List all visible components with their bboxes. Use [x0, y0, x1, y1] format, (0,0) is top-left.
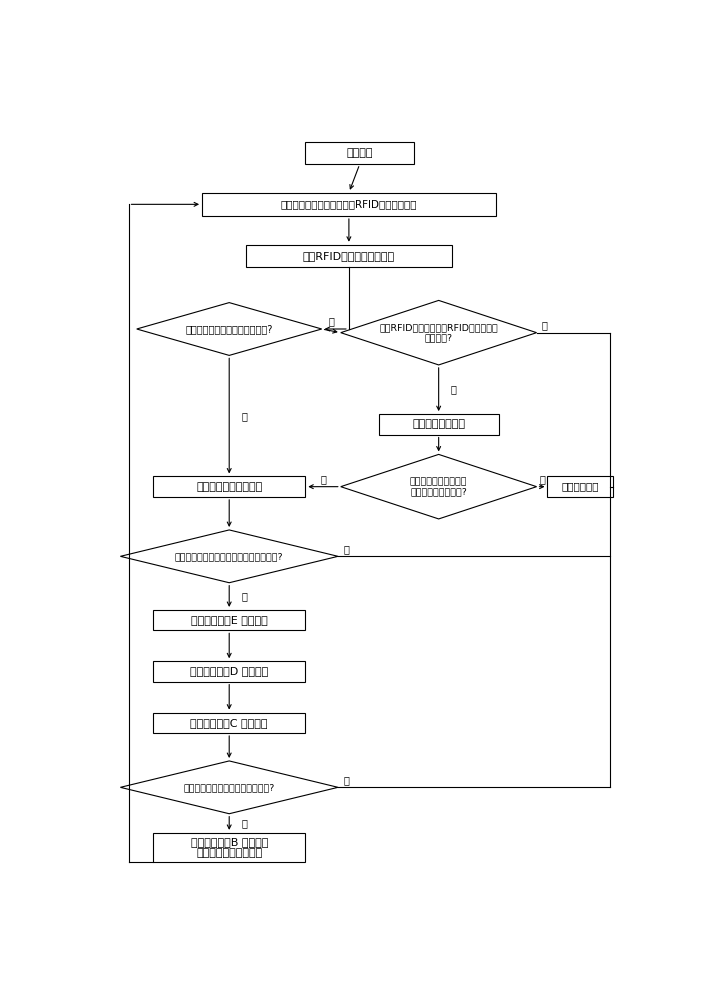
Bar: [548, 476, 613, 497]
Text: 是: 是: [451, 385, 456, 395]
Text: 判断RFID标签是否离开RFID读写器设备
读写范围?: 判断RFID标签是否离开RFID读写器设备 读写范围?: [379, 323, 498, 342]
Text: 否: 否: [343, 544, 349, 554]
Text: 吊具行至联控E 光电开关: 吊具行至联控E 光电开关: [191, 615, 267, 625]
Text: 判断发出信息与反馈信息是否一致?: 判断发出信息与反馈信息是否一致?: [183, 783, 275, 792]
Polygon shape: [121, 761, 338, 814]
Bar: [379, 414, 498, 435]
Text: 接通电源: 接通电源: [347, 148, 373, 158]
Polygon shape: [340, 300, 536, 365]
Text: 是: 是: [320, 474, 326, 484]
Bar: [202, 193, 496, 216]
Polygon shape: [137, 303, 322, 355]
Text: 喷涂轨迹编制电控单元: 喷涂轨迹编制电控单元: [196, 482, 263, 492]
Text: 否: 否: [542, 320, 548, 330]
Text: 否: 否: [539, 474, 545, 484]
Polygon shape: [121, 530, 338, 583]
Text: 是: 是: [241, 591, 247, 601]
Bar: [153, 610, 305, 630]
Text: 判断是否有相应的四大部件喷涂轨迹编号?: 判断是否有相应的四大部件喷涂轨迹编号?: [175, 552, 284, 561]
Bar: [153, 476, 305, 497]
Text: 吊具行至自动喷涂电控系统RFID读写器设备处: 吊具行至自动喷涂电控系统RFID读写器设备处: [281, 199, 417, 209]
Text: 吊具行至联控D 光电开关: 吊具行至联控D 光电开关: [190, 666, 268, 676]
Text: 否: 否: [343, 775, 349, 785]
Text: 判断所读取的三次数据是否一致?: 判断所读取的三次数据是否一致?: [185, 324, 273, 334]
Text: 是: 是: [241, 818, 247, 828]
Text: 整运系统停机: 整运系统停机: [562, 482, 599, 492]
Bar: [246, 245, 452, 267]
Text: 判断是否在规定时间内
完成整机编号的输入?: 判断是否在规定时间内 完成整机编号的输入?: [410, 477, 468, 496]
Text: 吊具行至联控B 光电开关
触发底盘自动喷涂开始: 吊具行至联控B 光电开关 触发底盘自动喷涂开始: [190, 837, 268, 858]
Text: 否: 否: [329, 317, 334, 327]
Bar: [153, 661, 305, 682]
Text: 是: 是: [241, 411, 247, 421]
Text: 进入手动工作模式: 进入手动工作模式: [412, 419, 465, 429]
Text: 读取RFID标签中的数据三次: 读取RFID标签中的数据三次: [303, 251, 395, 261]
Text: 吊具行至联控C 光电开关: 吊具行至联控C 光电开关: [190, 718, 268, 728]
Bar: [153, 713, 305, 733]
Bar: [305, 142, 414, 164]
Bar: [153, 833, 305, 862]
Polygon shape: [340, 454, 536, 519]
